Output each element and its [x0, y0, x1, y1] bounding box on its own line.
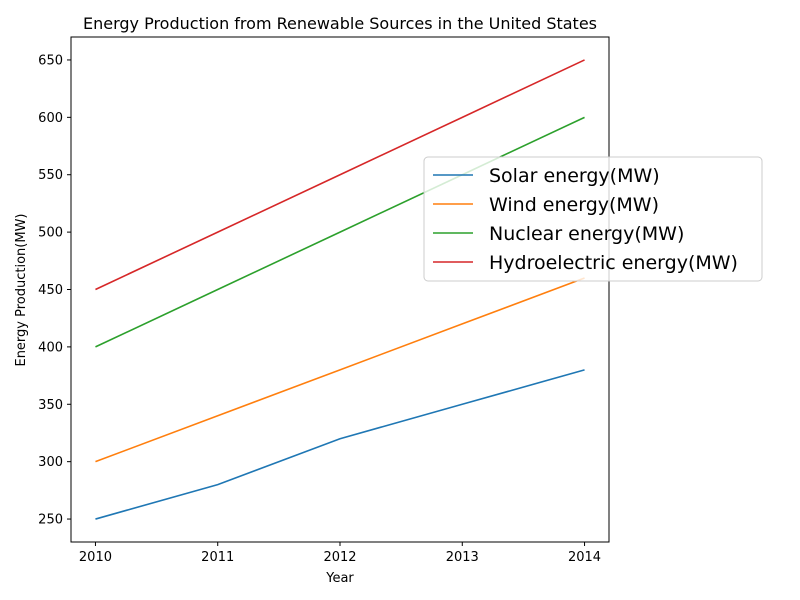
y-axis-label: Energy Production(MW) — [14, 213, 29, 366]
legend: Solar energy(MW) Wind energy(MW) Nuclear e… — [423, 156, 763, 282]
series-line-nuclear — [95, 116, 585, 348]
legend-label: Nuclear energy(MW) — [489, 223, 684, 245]
legend-label: Hydroelectric energy(MW) — [489, 252, 738, 274]
legend-label: Solar energy(MW) — [489, 165, 660, 187]
y-tick-label: 400 — [38, 340, 63, 355]
series-line-wind — [95, 277, 585, 463]
y-tick-label: 600 — [38, 111, 63, 126]
y-tick-label: 450 — [38, 283, 63, 298]
y-tick-label: 550 — [38, 168, 63, 183]
y-tick-label: 650 — [38, 53, 63, 68]
x-tick-label: 2013 — [446, 550, 479, 565]
chart-title: Energy Production from Renewable Sources… — [83, 14, 597, 33]
y-tick-label: 350 — [38, 398, 63, 413]
plot-frame — [70, 36, 610, 543]
x-tick-label: 2010 — [79, 550, 112, 565]
x-axis-label: Year — [325, 571, 354, 586]
y-tick-label: 250 — [38, 513, 63, 528]
y-tick-label: 300 — [38, 455, 63, 470]
x-tick-label: 2011 — [201, 550, 234, 565]
legend-box — [423, 156, 763, 282]
series-line-hydroelectric — [95, 59, 585, 291]
x-tick-label: 2014 — [568, 550, 601, 565]
x-axis: 2010 2011 2012 2013 2014 — [79, 542, 601, 565]
y-tick-label: 500 — [38, 226, 63, 241]
x-tick-label: 2012 — [323, 550, 356, 565]
series-lines — [95, 59, 585, 520]
series-line-solar — [95, 369, 585, 520]
legend-label: Wind energy(MW) — [489, 194, 659, 216]
y-axis: 250 300 350 400 450 500 550 600 650 — [38, 53, 71, 528]
